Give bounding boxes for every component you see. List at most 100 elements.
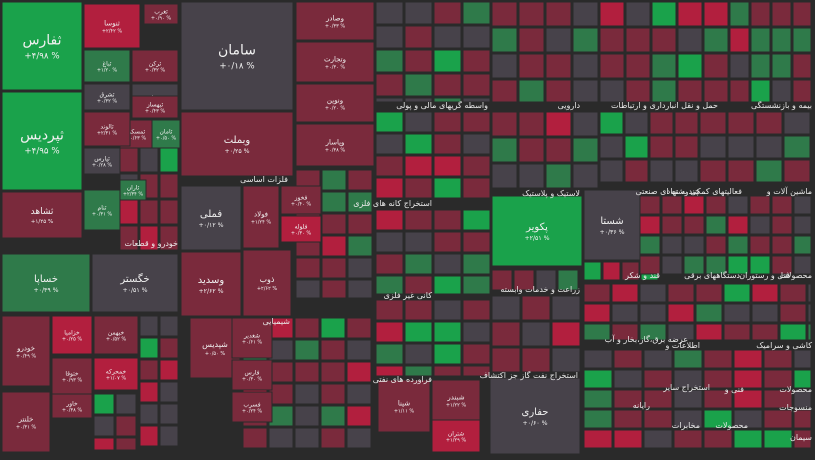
treemap-tile[interactable] [93, 357, 139, 391]
treemap-filler-tile[interactable] [703, 389, 733, 409]
treemap-tile[interactable] [91, 253, 179, 313]
treemap-filler-tile[interactable] [792, 53, 812, 79]
treemap-filler-tile[interactable] [321, 169, 347, 191]
treemap-filler-tile[interactable] [347, 235, 373, 257]
treemap-filler-tile[interactable] [159, 337, 179, 359]
treemap-filler-tile[interactable] [771, 235, 793, 255]
treemap-filler-tile[interactable] [375, 133, 404, 155]
treemap-tile[interactable] [83, 3, 141, 49]
treemap-filler-tile[interactable] [433, 97, 462, 103]
treemap-filler-tile[interactable] [807, 323, 812, 341]
treemap-filler-tile[interactable] [793, 369, 812, 389]
treemap-filler-tile[interactable] [703, 79, 729, 103]
treemap-filler-tile[interactable] [613, 389, 643, 409]
treemap-tile[interactable] [180, 251, 242, 317]
treemap-filler-tile[interactable] [599, 111, 624, 135]
treemap-filler-tile[interactable] [639, 255, 661, 275]
treemap-filler-tile[interactable] [625, 53, 651, 79]
treemap-filler-tile[interactable] [404, 133, 433, 155]
treemap-filler-tile[interactable] [733, 409, 763, 429]
treemap-tile[interactable] [93, 315, 139, 355]
treemap-filler-tile[interactable] [755, 111, 783, 135]
treemap-filler-tile[interactable] [750, 79, 771, 103]
treemap-filler-tile[interactable] [375, 253, 404, 275]
treemap-filler-tile[interactable] [545, 53, 572, 79]
treemap-filler-tile[interactable] [793, 215, 812, 235]
treemap-filler-tile[interactable] [433, 25, 462, 49]
treemap-filler-tile[interactable] [750, 1, 771, 27]
treemap-filler-tile[interactable] [404, 25, 433, 49]
treemap-filler-tile[interactable] [375, 155, 404, 177]
treemap-filler-tile[interactable] [545, 111, 572, 137]
treemap-tile[interactable] [83, 189, 121, 231]
treemap-filler-tile[interactable] [677, 1, 703, 27]
treemap-filler-tile[interactable] [749, 195, 771, 215]
treemap-filler-tile[interactable] [433, 365, 462, 377]
treemap-filler-tile[interactable] [139, 199, 159, 225]
treemap-filler-tile[interactable] [491, 111, 518, 137]
treemap-filler-tile[interactable] [763, 409, 793, 429]
treemap-filler-tile[interactable] [295, 279, 321, 299]
treemap-filler-tile[interactable] [572, 111, 599, 137]
treemap-filler-tile[interactable] [491, 295, 521, 321]
treemap-filler-tile[interactable] [375, 177, 404, 199]
treemap-filler-tile[interactable] [749, 255, 771, 275]
treemap-filler-tile[interactable] [677, 79, 703, 103]
treemap-filler-tile[interactable] [639, 323, 667, 341]
treemap-filler-tile[interactable] [139, 381, 159, 403]
treemap-filler-tile[interactable] [783, 159, 811, 183]
treemap-filler-tile[interactable] [677, 53, 703, 79]
treemap-filler-tile[interactable] [462, 155, 491, 177]
treemap-filler-tile[interactable] [159, 199, 179, 225]
treemap-filler-tile[interactable] [294, 339, 320, 361]
treemap-filler-tile[interactable] [375, 275, 404, 295]
treemap-filler-tile[interactable] [639, 283, 667, 303]
treemap-filler-tile[interactable] [639, 215, 661, 235]
treemap-tile[interactable] [1, 391, 51, 453]
treemap-filler-tile[interactable] [294, 383, 320, 405]
treemap-filler-tile[interactable] [750, 27, 771, 53]
treemap-filler-tile[interactable] [557, 269, 579, 291]
treemap-filler-tile[interactable] [346, 405, 372, 427]
treemap-filler-tile[interactable] [404, 275, 433, 295]
treemap-filler-tile[interactable] [268, 339, 294, 361]
treemap-filler-tile[interactable] [433, 275, 462, 295]
treemap-filler-tile[interactable] [433, 209, 462, 231]
treemap-tile[interactable] [83, 49, 131, 83]
treemap-filler-tile[interactable] [751, 283, 779, 303]
treemap-filler-tile[interactable] [625, 27, 651, 53]
treemap-filler-tile[interactable] [491, 137, 518, 163]
treemap-filler-tile[interactable] [683, 215, 705, 235]
treemap-filler-tile[interactable] [674, 111, 699, 135]
treemap-filler-tile[interactable] [723, 283, 751, 303]
treemap-filler-tile[interactable] [783, 111, 811, 135]
treemap-filler-tile[interactable] [572, 137, 599, 163]
treemap-filler-tile[interactable] [733, 349, 763, 369]
treemap-filler-tile[interactable] [703, 53, 729, 79]
treemap-filler-tile[interactable] [572, 1, 599, 27]
treemap-filler-tile[interactable] [159, 359, 179, 381]
treemap-filler-tile[interactable] [491, 79, 518, 103]
treemap-filler-tile[interactable] [545, 79, 572, 103]
treemap-filler-tile[interactable] [491, 53, 518, 79]
treemap-filler-tile[interactable] [433, 111, 462, 133]
treemap-filler-tile[interactable] [404, 253, 433, 275]
treemap-filler-tile[interactable] [93, 415, 115, 437]
treemap-filler-tile[interactable] [779, 303, 807, 323]
treemap-filler-tile[interactable] [793, 255, 812, 275]
treemap-filler-tile[interactable] [404, 209, 433, 231]
treemap-filler-tile[interactable] [404, 49, 433, 73]
treemap-filler-tile[interactable] [583, 349, 613, 369]
treemap-filler-tile[interactable] [763, 429, 793, 449]
treemap-filler-tile[interactable] [783, 135, 811, 159]
treemap-filler-tile[interactable] [763, 349, 793, 369]
treemap-filler-tile[interactable] [375, 231, 404, 253]
treemap-filler-tile[interactable] [643, 389, 673, 409]
treemap-filler-tile[interactable] [139, 403, 159, 425]
treemap-filler-tile[interactable] [347, 169, 373, 191]
treemap-tile[interactable] [51, 315, 93, 355]
treemap-filler-tile[interactable] [404, 73, 433, 97]
treemap-filler-tile[interactable] [749, 235, 771, 255]
treemap-filler-tile[interactable] [727, 111, 755, 135]
treemap-filler-tile[interactable] [159, 403, 179, 425]
